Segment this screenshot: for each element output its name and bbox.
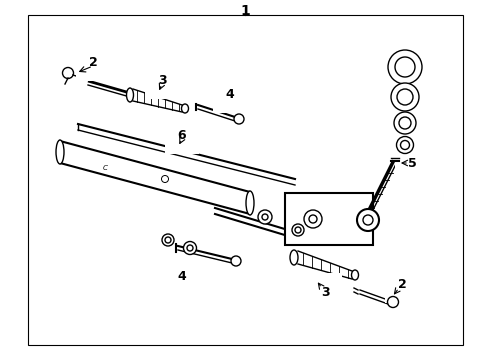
Circle shape xyxy=(162,234,174,246)
Circle shape xyxy=(162,176,169,183)
Ellipse shape xyxy=(399,117,411,129)
Circle shape xyxy=(388,297,398,307)
Circle shape xyxy=(309,215,317,223)
Ellipse shape xyxy=(395,57,415,77)
Circle shape xyxy=(363,215,373,225)
Ellipse shape xyxy=(187,245,193,251)
Circle shape xyxy=(357,209,379,231)
Circle shape xyxy=(165,237,171,243)
Text: C: C xyxy=(102,165,107,171)
Ellipse shape xyxy=(183,242,196,255)
Circle shape xyxy=(295,227,301,233)
Ellipse shape xyxy=(391,83,419,111)
Circle shape xyxy=(262,214,268,220)
Ellipse shape xyxy=(394,112,416,134)
Text: 1: 1 xyxy=(240,4,250,18)
Ellipse shape xyxy=(400,140,410,149)
Ellipse shape xyxy=(181,104,189,113)
Ellipse shape xyxy=(246,191,254,215)
Ellipse shape xyxy=(56,140,64,164)
Circle shape xyxy=(292,224,304,236)
Circle shape xyxy=(234,114,244,124)
Ellipse shape xyxy=(290,250,298,265)
Ellipse shape xyxy=(388,50,422,84)
Ellipse shape xyxy=(396,136,414,153)
Circle shape xyxy=(258,210,272,224)
Ellipse shape xyxy=(126,88,133,102)
Ellipse shape xyxy=(397,89,413,105)
Text: 3: 3 xyxy=(158,73,166,86)
Text: 5: 5 xyxy=(408,157,416,170)
Text: 6: 6 xyxy=(178,129,186,141)
Ellipse shape xyxy=(351,270,359,280)
Text: 2: 2 xyxy=(397,278,406,291)
Text: 4: 4 xyxy=(178,270,186,283)
Text: 4: 4 xyxy=(225,87,234,100)
Circle shape xyxy=(304,210,322,228)
Circle shape xyxy=(231,256,241,266)
Text: 2: 2 xyxy=(89,55,98,68)
Bar xyxy=(285,193,373,245)
Text: 3: 3 xyxy=(320,285,329,298)
Bar xyxy=(28,15,463,345)
Circle shape xyxy=(63,68,74,78)
